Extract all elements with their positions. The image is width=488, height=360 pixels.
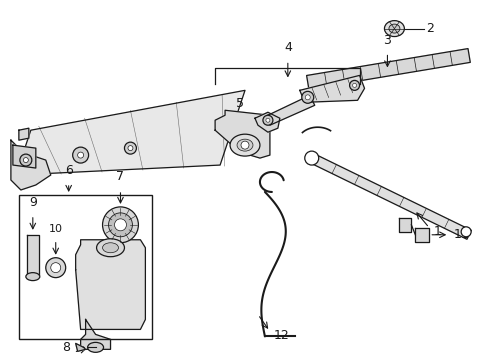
Polygon shape [215,110,269,158]
Text: 11: 11 [452,228,468,241]
Circle shape [46,258,65,278]
Polygon shape [309,154,470,239]
Text: 8: 8 [61,341,70,354]
Circle shape [114,219,126,231]
Circle shape [23,158,28,163]
Polygon shape [299,75,364,102]
Polygon shape [11,140,51,190]
Ellipse shape [87,342,103,352]
Circle shape [349,80,359,90]
Circle shape [51,263,61,273]
Circle shape [73,147,88,163]
Circle shape [265,118,269,122]
Circle shape [128,146,133,150]
Circle shape [304,151,318,165]
Text: 9: 9 [29,196,37,209]
Circle shape [301,91,313,103]
Ellipse shape [237,139,252,151]
Ellipse shape [384,21,404,37]
Text: 10: 10 [49,224,62,234]
Circle shape [124,142,136,154]
Ellipse shape [229,134,260,156]
Text: 3: 3 [383,33,390,46]
Polygon shape [306,49,469,89]
Text: 6: 6 [64,164,73,177]
Text: 2: 2 [426,22,433,35]
Polygon shape [76,240,145,329]
Text: 4: 4 [284,41,291,54]
Ellipse shape [26,273,40,280]
Circle shape [78,152,83,158]
Text: 5: 5 [236,97,244,110]
Ellipse shape [102,243,118,253]
Text: 12: 12 [273,329,289,342]
Ellipse shape [388,24,399,33]
Polygon shape [414,228,428,242]
Circle shape [102,207,138,243]
Polygon shape [27,235,39,275]
Polygon shape [19,128,29,140]
Ellipse shape [96,239,124,257]
Circle shape [20,154,32,166]
Bar [19,195,152,339]
Circle shape [305,95,309,100]
Text: 7: 7 [116,170,124,183]
Circle shape [352,84,356,87]
Circle shape [460,227,470,237]
Circle shape [241,141,248,149]
Polygon shape [16,90,244,175]
Text: 1: 1 [432,225,440,238]
Circle shape [263,115,272,125]
Polygon shape [267,95,314,125]
Circle shape [108,213,132,237]
Polygon shape [81,319,110,349]
Polygon shape [76,343,85,351]
Polygon shape [254,112,279,132]
Polygon shape [13,145,36,168]
Polygon shape [399,218,410,232]
